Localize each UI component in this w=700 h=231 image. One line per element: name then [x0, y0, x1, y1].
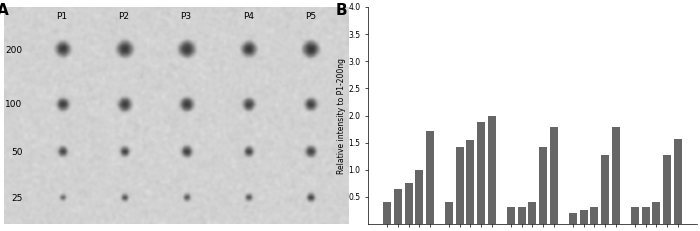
Text: 100: 100 [5, 100, 22, 109]
Bar [539, 147, 547, 224]
Bar [673, 139, 682, 224]
Bar [518, 207, 526, 224]
Text: P3: P3 [181, 12, 192, 21]
Bar [415, 170, 424, 224]
Text: P1: P1 [57, 12, 68, 21]
Bar [663, 155, 671, 224]
Text: P5: P5 [304, 12, 316, 21]
Bar [477, 122, 485, 224]
Bar [445, 202, 453, 224]
Text: 50: 50 [11, 148, 22, 157]
Bar [528, 202, 536, 224]
Bar [612, 128, 620, 224]
Bar [590, 207, 598, 224]
Bar [507, 207, 515, 224]
Bar [569, 213, 577, 224]
Bar [642, 207, 650, 224]
Bar [550, 128, 558, 224]
Bar [652, 202, 660, 224]
Bar [405, 183, 412, 224]
Bar [488, 116, 496, 224]
Text: 25: 25 [11, 194, 22, 203]
Bar [466, 140, 475, 224]
Bar [394, 189, 402, 224]
Bar [580, 210, 587, 224]
Y-axis label: Relative intensity to P1-200ng: Relative intensity to P1-200ng [337, 58, 346, 173]
Bar [426, 131, 434, 224]
Text: B: B [335, 3, 347, 18]
Text: 200: 200 [6, 46, 22, 55]
Bar [631, 207, 639, 224]
Text: P2: P2 [118, 12, 130, 21]
Text: A: A [0, 3, 8, 18]
Bar [383, 202, 391, 224]
Bar [601, 155, 609, 224]
Bar [456, 147, 464, 224]
Text: P4: P4 [243, 12, 253, 21]
